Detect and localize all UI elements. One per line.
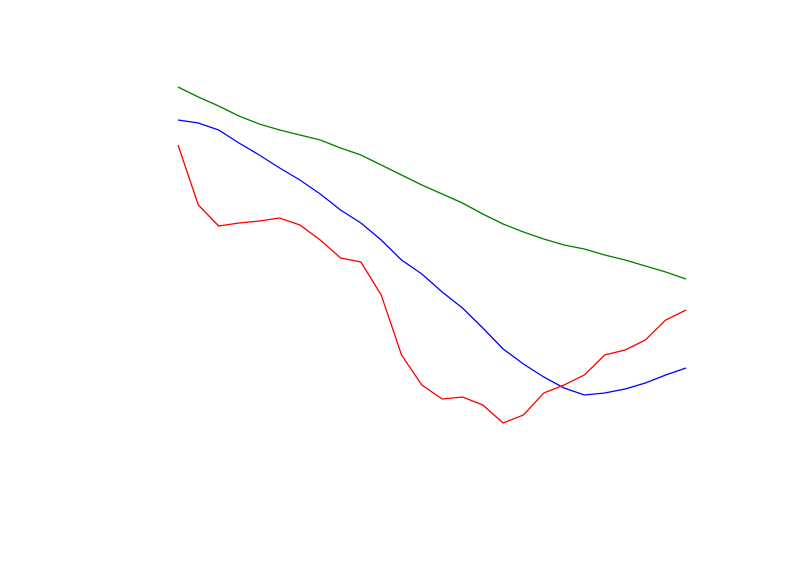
line: [177, 144, 687, 424]
line: [177, 119, 687, 396]
line: [177, 86, 687, 280]
